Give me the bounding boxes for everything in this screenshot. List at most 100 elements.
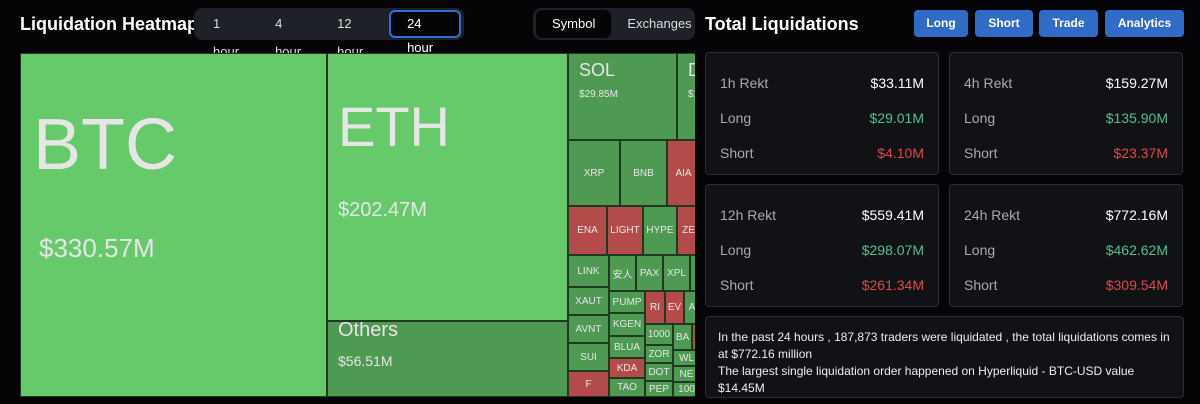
tile-link[interactable]: LINK [568, 255, 609, 287]
card-label: 1h Rekt [720, 74, 769, 91]
tile-symbol: SOL [579, 59, 616, 80]
tile-xaut[interactable]: XAUT [568, 287, 609, 315]
tile-f[interactable]: F [568, 371, 609, 397]
tile-kda[interactable]: KDA [609, 358, 645, 378]
tile-pump[interactable]: PUMP [609, 291, 645, 313]
long-label: Long [720, 109, 752, 126]
summary-text: In the past 24 hours , 187,873 traders w… [718, 330, 1170, 361]
tile-others[interactable]: Others $56.51M [327, 321, 568, 397]
tile-symbol: KDA [616, 362, 638, 374]
tile-tao[interactable]: TAO [609, 378, 645, 397]
tile-symbol: LINK [577, 265, 600, 277]
long-value: $462.62M [1105, 241, 1168, 258]
tile-zor[interactable]: ZOR [645, 345, 673, 363]
tile-a[interactable]: A [684, 291, 695, 324]
tile-bnb[interactable]: BNB [620, 140, 667, 206]
tab-12-hour[interactable]: 12 hour [337, 16, 364, 59]
tile-symbol: LIGHT [610, 225, 640, 236]
view-tabs: Symbol Exchanges [533, 8, 695, 40]
analytics-button[interactable]: Analytics [1105, 10, 1184, 37]
tile-symbol: AIA [675, 167, 692, 179]
long-button[interactable]: Long [914, 10, 968, 37]
short-value: $23.37M [1113, 144, 1168, 161]
rekt-card-24h: 24h Rekt $772.16M Long $462.62M Short $309.… [949, 184, 1183, 307]
card-label: 12h Rekt [720, 206, 777, 223]
card-label: 4h Rekt [964, 74, 1013, 91]
tile-symbol: BTC [33, 105, 177, 186]
tile-xrp[interactable]: XRP [568, 140, 620, 206]
short-button[interactable]: Short [975, 10, 1033, 37]
tile-kgen[interactable]: KGEN [609, 313, 645, 336]
short-value: $261.34M [861, 276, 924, 293]
long-label: Long [720, 241, 752, 258]
tile-symbol: Others [338, 321, 399, 341]
tile-symbol: TAO [617, 382, 637, 393]
tile-value: $202.47M [338, 199, 427, 221]
short-label: Short [964, 276, 998, 293]
trade-button[interactable]: Trade [1039, 10, 1098, 37]
tab-symbol[interactable]: Symbol [536, 10, 612, 38]
tile-symbol: ETH [338, 94, 450, 158]
summary-panel: In the past 24 hours , 187,873 traders w… [705, 316, 1184, 398]
short-value: $4.10M [877, 144, 924, 161]
tile-ena[interactable]: ENA [568, 206, 607, 255]
long-label: Long [964, 241, 996, 258]
tile-hype[interactable]: HYPE [643, 206, 677, 255]
tile-symbol: PAX [639, 267, 660, 279]
tile-symbol: 100 [678, 384, 695, 395]
tile-symbol: 安人 [612, 269, 633, 281]
tile-sui[interactable]: SUI [568, 343, 609, 371]
tile-xpl[interactable]: XPL [663, 255, 690, 291]
tile-ze[interactable]: ZE [677, 206, 695, 255]
tile-symbol: ENA [577, 225, 598, 236]
tile-symbol: EV [667, 302, 682, 313]
tile-ri[interactable]: RI [645, 291, 665, 324]
tile-ne[interactable]: NE [673, 366, 695, 382]
tile-symbol: ZOR [648, 348, 670, 360]
long-value: $29.01M [869, 109, 924, 126]
card-total: $559.41M [861, 206, 924, 223]
tile-symbol: KGEN [612, 319, 642, 330]
tile-symbol: XRP [583, 167, 605, 179]
tile-ba[interactable]: BA [673, 324, 692, 350]
tile-btc[interactable]: BTC $330.57M [20, 53, 327, 397]
tile-pep[interactable]: PEP [645, 381, 673, 397]
tile-ev[interactable]: EV [665, 291, 684, 324]
tile-symbol: WL [679, 352, 694, 364]
tile-1000[interactable]: 1000 [645, 324, 673, 345]
tile-value: $330.57M [39, 233, 155, 263]
tile-pax[interactable]: PAX [636, 255, 663, 291]
time-range-tabs: 1 hour 4 hour 12 hour 24 hour [194, 8, 464, 59]
tile-安人[interactable]: 安人 [609, 255, 636, 291]
largest-order-text: The largest single liquidation order hap… [718, 364, 1135, 395]
tile-d[interactable]: D $1 [677, 53, 695, 140]
tab-exchanges[interactable]: Exchanges [627, 16, 692, 31]
tile-symbol: AVNT [575, 323, 602, 335]
card-total: $159.27M [1105, 74, 1168, 91]
tile-wl[interactable]: WL [673, 350, 695, 366]
tile-unlabeled[interactable] [692, 324, 695, 350]
tile-dot[interactable]: DOT [645, 363, 673, 381]
tile-symbol: NE [679, 368, 694, 380]
tab-24-hour[interactable]: 24 hour [389, 10, 461, 55]
tab-4-hour[interactable]: 4 hour [275, 16, 302, 59]
tile-blua[interactable]: BLUA [609, 336, 645, 358]
tile-100[interactable]: 100 [673, 382, 695, 397]
tile-sol[interactable]: SOL $29.85M [568, 53, 677, 140]
tile-symbol: A [688, 302, 695, 313]
rekt-card-12h: 12h Rekt $559.41M Long $298.07M Short $261.… [705, 184, 939, 307]
short-label: Short [720, 144, 754, 161]
tile-unlabeled[interactable] [690, 255, 695, 291]
tile-value: $1 [688, 89, 695, 100]
long-value: $298.07M [861, 241, 924, 258]
tab-1-hour[interactable]: 1 hour [213, 16, 240, 59]
heatmap-title: Liquidation Heatmap [20, 14, 199, 34]
tile-aia[interactable]: AIA [667, 140, 695, 206]
card-label: 24h Rekt [964, 206, 1021, 223]
tile-symbol: BNB [633, 167, 654, 179]
tile-symbol: BA [675, 331, 690, 343]
tile-light[interactable]: LIGHT [607, 206, 643, 255]
tile-avnt[interactable]: AVNT [568, 315, 609, 343]
tile-eth[interactable]: ETH $202.47M [327, 53, 568, 321]
card-total: $33.11M [870, 74, 924, 91]
